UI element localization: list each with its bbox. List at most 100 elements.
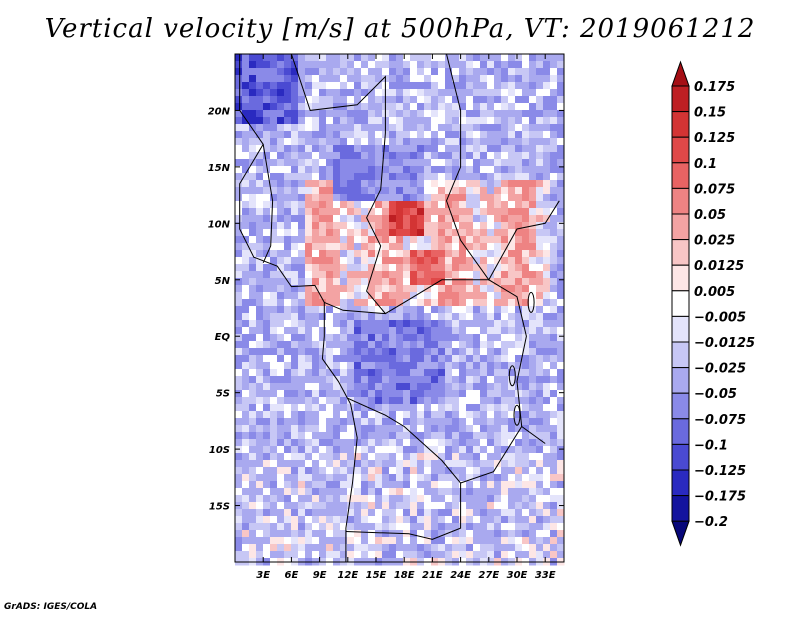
field-cell (270, 474, 278, 482)
field-cell (277, 236, 285, 244)
field-cell (396, 166, 404, 174)
field-cell (354, 439, 362, 447)
field-cell (389, 544, 397, 552)
field-cell (333, 320, 341, 328)
field-cell (298, 509, 306, 517)
field-cell (389, 82, 397, 90)
field-cell (235, 376, 243, 384)
field-cell (410, 481, 418, 489)
field-cell (459, 411, 467, 419)
field-cell (508, 460, 516, 468)
field-cell (340, 467, 348, 475)
field-cell (410, 278, 418, 286)
field-cell (438, 264, 446, 272)
field-cell (550, 551, 558, 559)
field-cell (417, 488, 425, 496)
field-cell (550, 257, 558, 265)
field-cell (543, 194, 551, 202)
field-cell (473, 264, 481, 272)
field-cell (389, 180, 397, 188)
field-cell (340, 341, 348, 349)
field-cell (410, 530, 418, 538)
field-cell (508, 348, 516, 356)
field-cell (487, 124, 495, 132)
field-cell (431, 488, 439, 496)
field-cell (284, 411, 292, 419)
field-cell (438, 404, 446, 412)
field-cell (382, 68, 390, 76)
y-tick-label: 10N (208, 219, 231, 230)
field-cell (536, 299, 544, 307)
field-cell (340, 481, 348, 489)
x-tick-label: 30E (507, 570, 528, 581)
field-cell (536, 61, 544, 69)
field-cell (305, 145, 313, 153)
field-cell (515, 516, 523, 524)
field-cell (326, 61, 334, 69)
field-cell (529, 201, 537, 209)
field-cell (515, 502, 523, 510)
field-cell (508, 292, 516, 300)
field-cell (361, 103, 369, 111)
field-cell (235, 285, 243, 293)
field-cell (403, 523, 411, 531)
field-cell (459, 467, 467, 475)
colorbar-box (671, 392, 690, 420)
field-cell (305, 96, 313, 104)
field-cell (557, 208, 565, 216)
field-cell (459, 96, 467, 104)
field-cell (550, 103, 558, 111)
field-cell (410, 82, 418, 90)
field-cell (557, 327, 565, 335)
field-cell (382, 523, 390, 531)
field-cell (487, 523, 495, 531)
field-cell (361, 285, 369, 293)
field-cell (263, 285, 271, 293)
field-cell (494, 474, 502, 482)
field-cell (242, 432, 250, 440)
field-cell (417, 264, 425, 272)
field-cell (529, 292, 537, 300)
field-cell (319, 96, 327, 104)
field-cell (333, 117, 341, 125)
field-cell (424, 467, 432, 475)
field-cell (277, 439, 285, 447)
field-cell (396, 82, 404, 90)
field-cell (466, 404, 474, 412)
field-cell (291, 544, 299, 552)
field-cell (361, 152, 369, 160)
field-cell (368, 397, 376, 405)
field-cell (305, 411, 313, 419)
field-cell (445, 229, 453, 237)
field-cell (543, 516, 551, 524)
field-cell (508, 145, 516, 153)
field-cell (242, 68, 250, 76)
field-cell (284, 299, 292, 307)
field-cell (375, 481, 383, 489)
field-cell (501, 530, 509, 538)
field-cell (298, 173, 306, 181)
field-cell (494, 110, 502, 118)
field-cell (508, 404, 516, 412)
field-cell (354, 355, 362, 363)
field-cell (277, 362, 285, 370)
field-cell (375, 334, 383, 342)
field-cell (438, 460, 446, 468)
field-cell (543, 411, 551, 419)
field-cell (263, 544, 271, 552)
field-cell (466, 369, 474, 377)
field-cell (501, 187, 509, 195)
field-cell (431, 166, 439, 174)
field-cell (284, 313, 292, 321)
field-cell (347, 201, 355, 209)
field-cell (473, 215, 481, 223)
field-cell (403, 173, 411, 181)
velocity-field (235, 54, 565, 566)
field-cell (340, 355, 348, 363)
field-cell (550, 509, 558, 517)
field-cell (256, 138, 264, 146)
field-cell (522, 250, 530, 258)
field-cell (445, 159, 453, 167)
field-cell (417, 215, 425, 223)
field-cell (256, 453, 264, 461)
